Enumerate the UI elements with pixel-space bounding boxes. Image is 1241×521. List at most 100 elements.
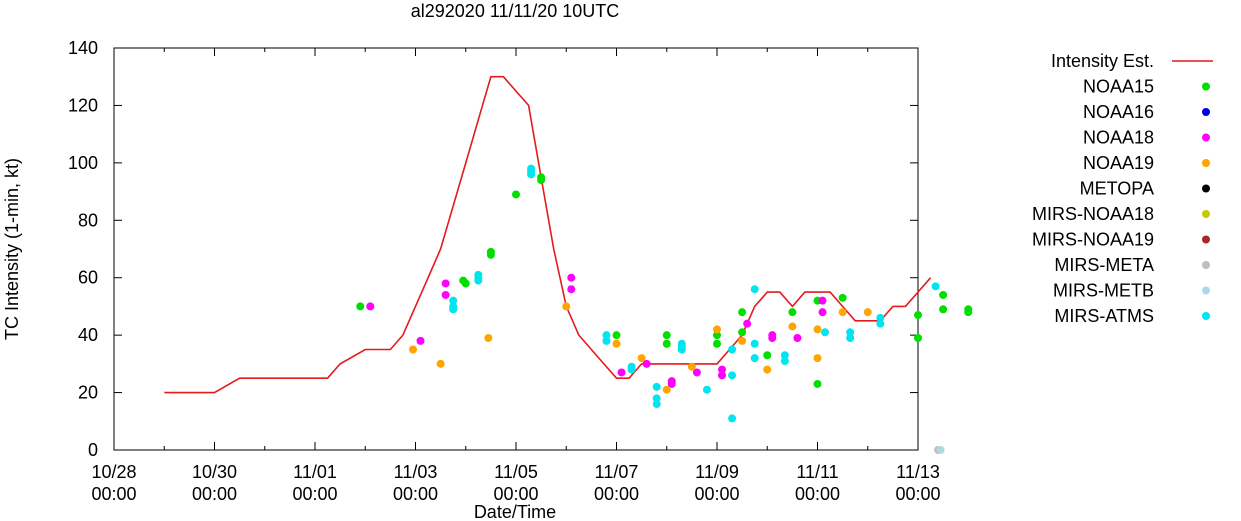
legend-label-noaa16: NOAA16 <box>1083 102 1154 122</box>
plot-area <box>113 47 973 454</box>
noaa15-point <box>738 328 747 337</box>
x-tick-label-date: 11/09 <box>695 462 739 482</box>
mirs-atms-point <box>602 331 611 340</box>
x-tick-label-date: 10/30 <box>192 462 237 482</box>
legend-swatch-point <box>1202 210 1210 218</box>
noaa15-point <box>788 308 797 317</box>
noaa15-point <box>662 331 671 340</box>
legend-label-noaa19: NOAA19 <box>1083 153 1154 173</box>
x-tick-label-date: 11/11 <box>796 462 838 482</box>
noaa19-point <box>813 354 822 363</box>
legend-label-mirs-noaa18: MIRS-NOAA18 <box>1032 204 1154 224</box>
y-tick-label: 100 <box>68 153 98 173</box>
legend-swatch-point <box>1202 286 1210 295</box>
mirs-atms-point <box>821 328 830 337</box>
noaa18-point <box>642 359 651 368</box>
legend-label-noaa18: NOAA18 <box>1083 128 1154 148</box>
y-tick-label: 60 <box>78 268 98 288</box>
y-tick-label: 40 <box>78 325 98 345</box>
noaa19-point <box>687 362 696 371</box>
noaa15-point <box>738 308 747 317</box>
noaa19-point <box>788 322 797 331</box>
noaa19-point <box>562 302 571 311</box>
legend-label-mirs-meta: MIRS-META <box>1054 255 1154 275</box>
mirs-atms-point <box>846 334 855 343</box>
y-tick-label: 140 <box>68 38 98 58</box>
noaa18-point <box>718 365 727 374</box>
mirs-atms-point <box>474 276 483 285</box>
noaa19-point <box>738 336 747 345</box>
legend-swatch-point <box>1202 82 1210 91</box>
x-tick-label-time: 00:00 <box>91 484 136 504</box>
y-tick-label: 120 <box>68 95 98 115</box>
intensity-est-line <box>164 75 932 394</box>
noaa15-point <box>964 308 973 317</box>
x-tick-label-time: 00:00 <box>795 484 840 504</box>
noaa18-point <box>768 334 777 343</box>
x-tick-label-date: 11/03 <box>394 462 438 482</box>
mirs-atms-point <box>876 319 885 328</box>
mirs-atms-point <box>750 354 759 363</box>
noaa15-point <box>914 311 922 320</box>
y-axis-tick-labels: 0 20 40 60 80 100 120 140 <box>68 38 98 460</box>
noaa15-point <box>612 331 621 340</box>
noaa19-point <box>637 354 646 363</box>
mirs-atms-point <box>780 356 789 365</box>
mirs-atms-point <box>449 296 458 305</box>
noaa15-point <box>813 379 822 388</box>
noaa15-point <box>713 339 721 348</box>
noaa15-point <box>713 331 721 340</box>
mirs-atms-point <box>780 351 789 360</box>
x-tick-label-time: 00:00 <box>192 484 237 504</box>
mirs-atms-point <box>449 305 458 314</box>
noaa19-point <box>612 339 621 348</box>
legend-swatch-point <box>1202 235 1210 244</box>
noaa19-point <box>863 308 872 317</box>
legend-swatch-point <box>1202 108 1210 116</box>
legend-label-intensity est.: Intensity Est. <box>1051 51 1154 71</box>
noaa19-point <box>713 325 721 334</box>
legend-swatch-point <box>1202 133 1210 142</box>
noaa15-point <box>537 176 546 185</box>
noaa15-point <box>356 302 365 311</box>
noaa18-point <box>718 371 727 380</box>
mirs-atms-point <box>728 414 737 423</box>
noaa15-point <box>914 334 922 343</box>
noaa19-point <box>436 359 445 368</box>
x-tick-label-time: 00:00 <box>694 484 739 504</box>
x-tick-label-time: 00:00 <box>895 484 940 504</box>
noaa19-point <box>408 345 417 354</box>
noaa18-point <box>793 334 802 343</box>
noaa15-point <box>939 290 948 299</box>
chart-title: al292020 11/11/20 10UTC <box>411 1 620 21</box>
legend: Intensity Est. NOAA15 NOAA16 NOAA18 NOAA19 ME… <box>1032 51 1213 326</box>
mirs-atms-point <box>750 339 759 348</box>
noaa18-point <box>667 379 676 388</box>
mirs-atms-point <box>677 345 686 354</box>
noaa19-point <box>813 325 822 334</box>
noaa18-point <box>441 279 450 288</box>
mirs-metb-point <box>936 446 945 454</box>
x-tick-label-time: 00:00 <box>393 484 438 504</box>
noaa15-point <box>763 351 772 360</box>
legend-swatch-point <box>1202 312 1210 320</box>
noaa19-point <box>763 365 772 374</box>
mirs-atms-point <box>876 313 885 322</box>
legend-label-noaa15: NOAA15 <box>1083 77 1154 97</box>
legend-swatch-point <box>1202 159 1210 167</box>
noaa18-point <box>366 302 375 311</box>
legend-label-metopa: METOPA <box>1080 179 1154 199</box>
y-tick-label: 80 <box>78 210 98 230</box>
mirs-atms-point <box>627 365 636 374</box>
mirs-atms-point <box>728 371 737 380</box>
noaa18-point <box>567 273 576 282</box>
mirs-atms-point <box>931 282 940 291</box>
legend-label-mirs-metb: MIRS-METB <box>1053 281 1154 301</box>
noaa19-point <box>838 308 847 317</box>
mirs-atms-point <box>652 400 661 409</box>
noaa15-point <box>838 293 847 302</box>
mirs-atms-point <box>750 285 759 294</box>
noaa15-point <box>939 305 948 314</box>
y-tick-label: 20 <box>78 383 98 403</box>
